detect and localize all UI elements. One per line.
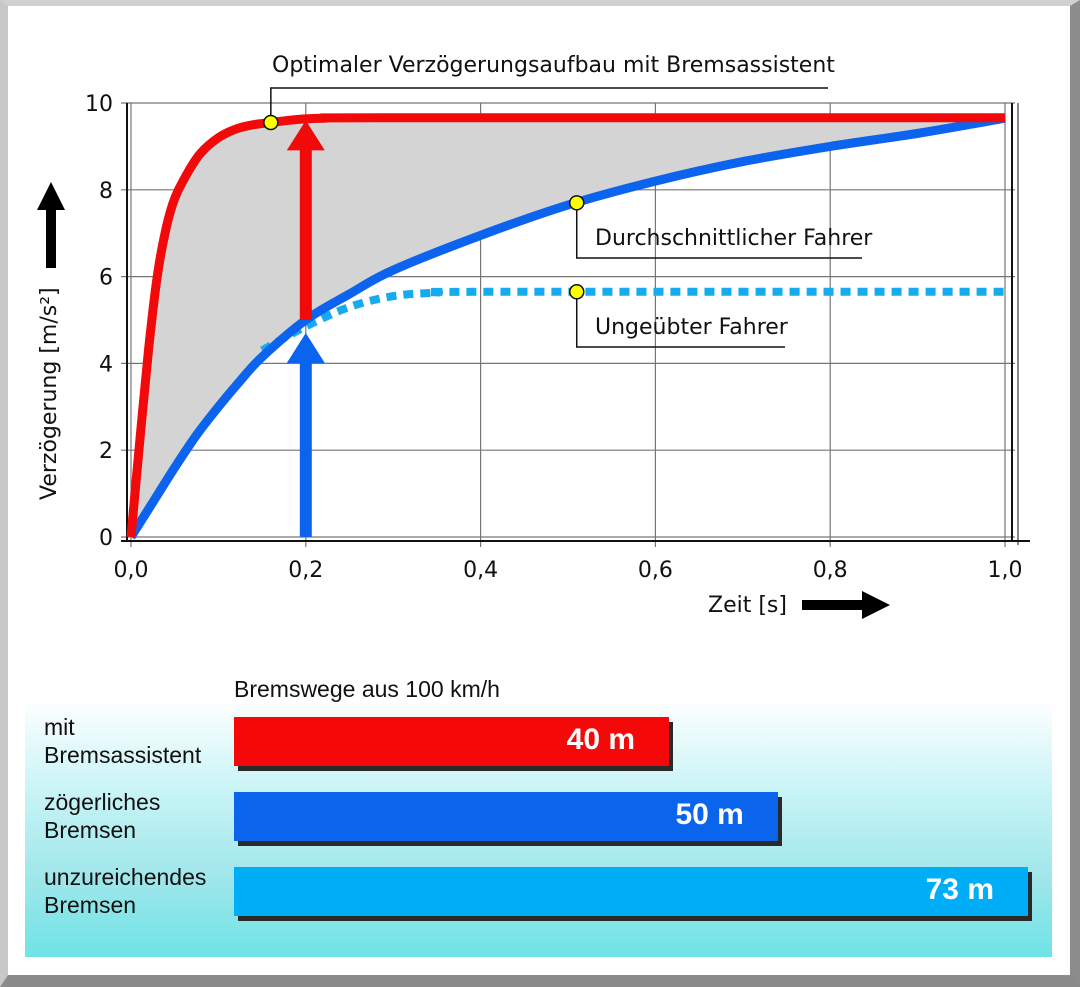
bar-category-line: Bremsen [44, 817, 137, 843]
annotation-leader-line [270, 87, 828, 123]
x-tick-label: 0,6 [638, 558, 673, 583]
y-tick-label: 8 [99, 179, 113, 204]
arrow-shaft-red [299, 148, 312, 320]
y-tick-label: 10 [85, 92, 113, 117]
annotation-marker [568, 195, 585, 211]
bar: 50 m [234, 792, 778, 841]
bar: 40 m [234, 717, 670, 766]
bar-category-label: unzureichendes Bremsen [44, 863, 206, 919]
bar-chart-title: Bremswege aus 100 km/h [234, 676, 500, 702]
bar-value-label: 73 m [925, 873, 994, 906]
arrow-shaft-blue [299, 361, 312, 537]
arrow-head-red [286, 120, 325, 151]
series-line-untrained [260, 287, 1006, 354]
annotation-label: Durchschnittlicher Fahrer [595, 226, 873, 251]
y-axis-arrow-head [37, 182, 65, 210]
bar-category-line: zögerliches [44, 789, 161, 815]
series-line-average [127, 113, 1006, 540]
bar-category-line: Bremsassistent [44, 742, 202, 768]
x-tick-label: 1,0 [988, 558, 1023, 583]
bar-category-line: Bremsen [44, 892, 137, 918]
bar-value-label: 40 m [566, 723, 636, 756]
arrow-head-blue [286, 333, 325, 364]
deceleration-chart: 0,0 0,2 0,4 0,6 0,8 1,0 0 2 4 6 8 10 Optimaler Verzö… [37, 53, 1030, 619]
annotation-leader-line [575, 202, 862, 259]
bar-value-label: 50 m [675, 798, 744, 831]
y-tick-label: 2 [99, 439, 113, 464]
annotation-marker [263, 114, 279, 131]
y-axis-arrow-shaft [46, 208, 56, 268]
y-tick-label: 4 [99, 352, 113, 377]
bar-category-label: zögerliches Bremsen [44, 788, 160, 844]
y-tick-label: 6 [99, 266, 113, 291]
x-tick-label: 0,2 [288, 558, 323, 583]
x-tick-label: 0,4 [463, 558, 498, 583]
x-tick-label: 0,8 [813, 558, 848, 583]
area-between-curves [131, 117, 1005, 538]
annotation-label: Optimaler Verzögerungsaufbau mit Bremsas… [272, 53, 835, 78]
x-tick-label: 0,0 [114, 558, 149, 583]
annotation-label: Ungeübter Fahrer [595, 315, 789, 340]
annotation-marker [568, 284, 585, 300]
bar-category-line: mit [44, 714, 75, 740]
bar-category-line: unzureichendes [44, 864, 207, 890]
y-tick-label: 0 [99, 526, 113, 551]
annotation-leader-line [575, 291, 785, 348]
series-line-optimal [126, 113, 1006, 538]
x-axis-arrow-shaft [802, 600, 864, 610]
y-axis-label: Verzögerung [m/s²] [37, 287, 62, 500]
bar-category-label: mit Bremsassistent [44, 713, 201, 769]
x-axis-label: Zeit [s] [708, 593, 787, 618]
x-axis-arrow-head [862, 591, 890, 619]
bar: 73 m [234, 867, 1028, 916]
